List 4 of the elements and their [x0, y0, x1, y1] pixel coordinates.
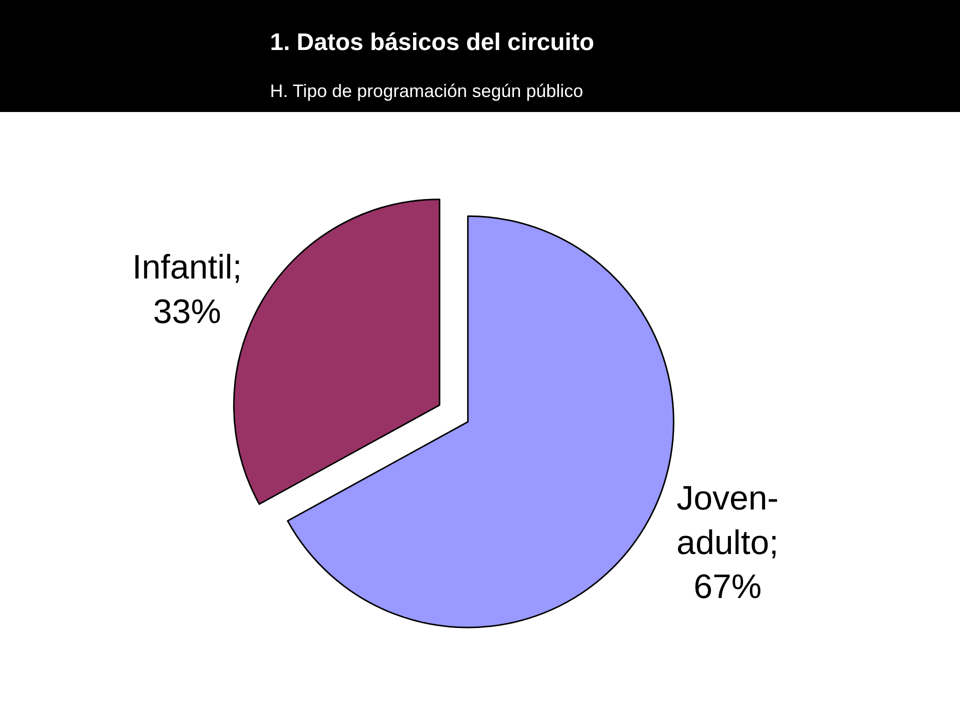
slice-label: Joven-adulto; 67% — [676, 480, 779, 606]
chart-title: 1. Datos básicos del circuito — [270, 28, 594, 56]
chart-subtitle: H. Tipo de programación según público — [270, 81, 584, 102]
slice-label: Infantil; 33% — [132, 248, 242, 331]
